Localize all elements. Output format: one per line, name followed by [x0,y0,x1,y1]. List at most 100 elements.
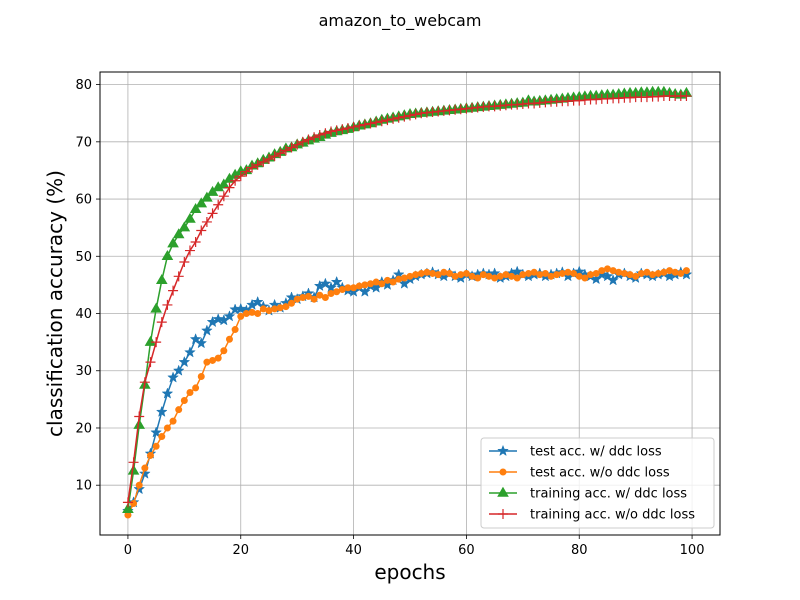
data-point [286,142,297,153]
data-point [150,426,163,438]
data-point [133,418,146,429]
data-point [263,153,274,164]
y-tick-label: 70 [75,135,92,150]
data-point [251,295,264,308]
data-point [151,337,162,348]
x-tick-label: 0 [124,543,132,558]
data-point [310,295,318,303]
data-point [128,457,139,468]
series-layer [122,85,693,519]
data-point [519,271,527,279]
plot-frame [99,71,721,536]
data-point [152,442,160,450]
data-point [167,237,179,248]
data-point [513,274,521,282]
data-point [388,113,399,124]
data-point [196,225,207,236]
data-point [259,305,267,313]
data-point [468,272,476,280]
data-point [592,269,600,277]
data-point [462,269,470,277]
legend-label: test acc. w/ ddc loss [530,445,662,460]
data-point [626,271,634,279]
data-point [235,171,246,182]
data-point [184,245,195,256]
data-point [371,117,382,128]
y-axis-label: classification accuracy (%) [43,170,67,437]
data-point [168,285,179,296]
data-point [423,268,431,276]
data-point [180,397,188,405]
data-point [258,156,269,167]
data-point [139,377,150,388]
data-point [248,308,256,316]
data-point [218,191,229,202]
data-point [607,274,620,286]
data-point [524,269,532,277]
data-point [367,280,375,288]
data-point [536,271,544,279]
data-point [161,387,174,399]
data-point [212,313,225,325]
data-point [134,411,145,422]
data-point [252,159,263,170]
data-point [190,236,201,247]
data-point [314,129,325,140]
data-point [144,335,157,346]
y-tick-label: 30 [75,364,92,379]
data-point [649,271,657,279]
x-axis-label: epochs [374,560,445,584]
data-point [474,274,482,282]
data-point [297,136,308,147]
data-point [457,271,465,279]
data-point [553,271,561,279]
legend: test acc. w/ ddc loss test acc. w/o ddc l… [480,437,715,529]
data-point [130,500,138,508]
data-point [203,358,211,366]
data-point [207,208,218,219]
data-point [282,303,290,311]
data-point [122,502,134,513]
y-tick-label: 20 [75,421,92,436]
data-point [682,267,690,275]
data-point [361,281,369,289]
data-point [598,267,606,275]
data-point [209,356,217,364]
data-point [530,268,538,276]
data-point [231,326,239,334]
data-point [660,268,668,276]
x-tick-label: 40 [345,543,362,558]
data-point [146,451,154,459]
data-point [237,312,245,320]
data-point [412,271,420,279]
legend-label: training acc. w/ ddc loss [530,487,687,502]
data-point [141,464,149,472]
data-point [303,134,314,145]
data-point [399,111,410,122]
legend-label: training acc. w/o ddc loss [530,508,695,523]
data-point [225,335,233,343]
data-point [601,270,614,282]
data-point [167,371,179,383]
data-point [178,221,191,232]
data-point [275,148,286,159]
data-point [223,310,236,322]
data-point [200,324,213,336]
data-point [150,302,162,313]
data-point [155,405,168,417]
data-point [496,272,504,280]
data-point [331,125,342,136]
data-point [293,295,301,303]
y-tick-label: 50 [75,250,92,265]
data-point [558,269,566,277]
data-point [609,267,617,275]
data-point [299,293,307,301]
data-point [186,388,194,396]
data-point [288,299,296,307]
data-point [383,276,391,284]
data-point [179,257,190,268]
legend-marker [497,486,509,497]
y-tick-label: 10 [75,479,92,494]
data-point [292,139,303,150]
data-point [348,121,359,132]
